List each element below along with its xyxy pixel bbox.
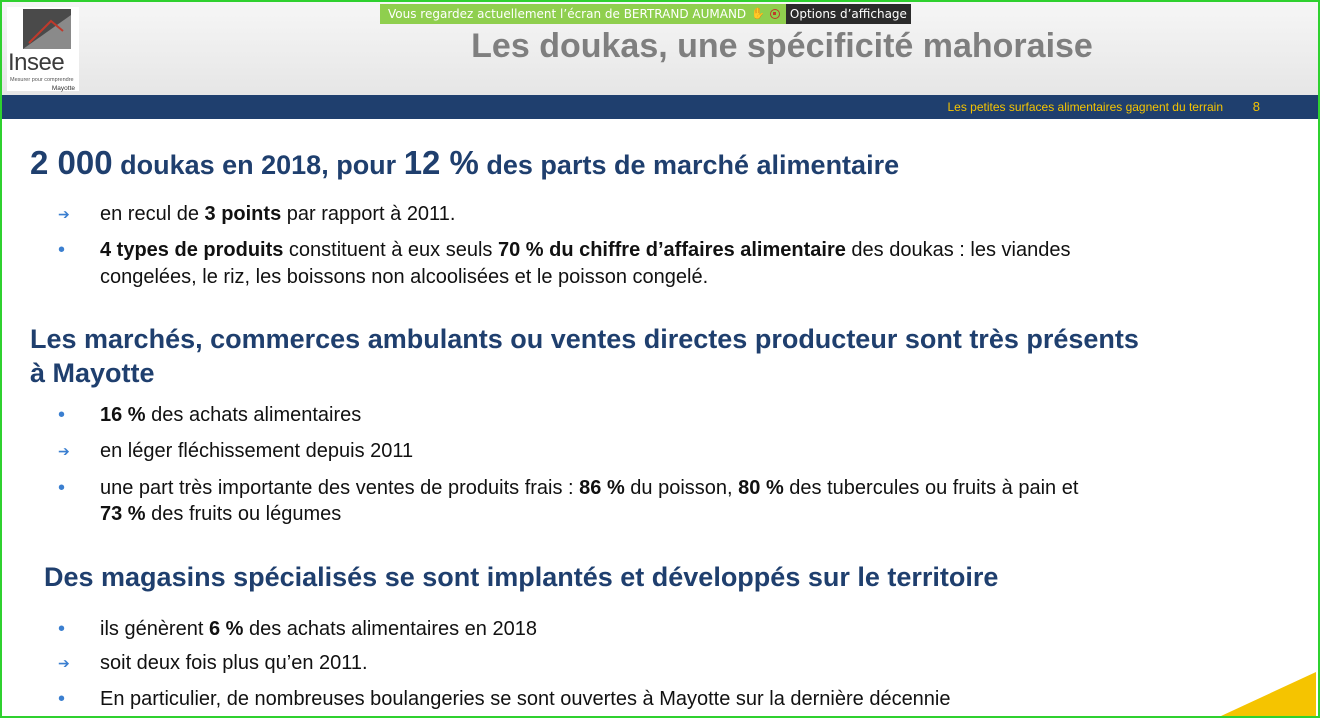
bullet-continuation: 73 % des fruits ou légumes	[100, 501, 1270, 528]
page-number: 8	[1252, 99, 1260, 114]
section-heading-marches: Les marchés, commerces ambulants ou vent…	[30, 324, 1139, 354]
heading-number: 12 %	[403, 144, 479, 181]
bullet-text: ils génèrent	[100, 618, 209, 640]
dot-bullet-icon: •	[58, 688, 66, 710]
bullet-emphasis: 80 %	[738, 477, 784, 499]
section-heading-marches-line2: à Mayotte	[30, 358, 155, 388]
bullet-emphasis: 73 %	[100, 503, 146, 525]
bullet-item: une part très importante des ventes de p…	[100, 475, 1270, 502]
bullet-emphasis: 16 %	[100, 404, 146, 426]
bullet-emphasis: 4 types de produits	[100, 239, 284, 261]
bullet-text: en recul de	[100, 203, 205, 225]
logo-tagline: Mesurer pour comprendre	[10, 77, 74, 83]
bullet-continuation: congelées, le riz, les boissons non alco…	[100, 266, 709, 288]
dot-bullet-icon: •	[58, 477, 66, 499]
bullet-item: en recul de 3 points par rapport à 2011.	[100, 201, 1270, 228]
screen-share-banner: Vous regardez actuellement l’écran de BE…	[380, 4, 911, 24]
bullet-text: des doukas : les viandes	[845, 239, 1071, 261]
slide-subtitle: Les petites surfaces alimentaires gagnen…	[947, 100, 1224, 114]
stop-sharing-icon[interactable]	[769, 9, 780, 19]
subtitle-band: Les petites surfaces alimentaires gagnen…	[2, 95, 1318, 119]
dot-bullet-icon: •	[58, 618, 66, 640]
bullet-text: des achats alimentaires	[145, 404, 362, 426]
bullet-emphasis: 70 % du chiffre d’affaires alimentaire	[497, 239, 846, 261]
bullet-item: 4 types de produits constituent à eux se…	[100, 237, 1270, 264]
bullet-text: constituent à eux seuls	[283, 239, 498, 261]
bullet-emphasis: 6 %	[208, 618, 244, 640]
insee-logo: Insee Mesurer pour comprendre Mayotte	[7, 7, 79, 92]
slide-title: Les doukas, une spécificité mahoraise	[471, 27, 1093, 65]
bullet-item: 16 % des achats alimentaires	[100, 402, 1270, 429]
bullet-item: en léger fléchissement depuis 2011	[100, 440, 414, 462]
dot-bullet-icon: •	[58, 404, 66, 426]
bullet-emphasis: 3 points	[204, 203, 282, 225]
heading-number: 2 000	[30, 144, 113, 181]
bullet-item: En particulier, de nombreuses boulangeri…	[100, 688, 951, 710]
screen-share-text: Vous regardez actuellement l’écran de BE…	[388, 7, 747, 21]
logo-region: Mayotte	[51, 85, 75, 92]
bullet-text: des fruits ou légumes	[145, 503, 342, 525]
heading-text: des parts de marché alimentaire	[478, 150, 900, 180]
logo-name: Insee	[8, 49, 65, 76]
bullet-text: une part très importante des ventes de p…	[100, 477, 580, 499]
bullet-emphasis: 86 %	[579, 477, 625, 499]
bullet-text: par rapport à 2011.	[281, 203, 456, 225]
bullet-item: ils génèrent 6 % des achats alimentaires…	[100, 616, 1270, 643]
bullet-text: des tubercules ou fruits à pain et	[783, 477, 1079, 499]
section-heading-doukas: 2 000 doukas en 2018, pour 12 % des part…	[30, 146, 899, 182]
screen-share-message: Vous regardez actuellement l’écran de BE…	[380, 4, 786, 24]
bullet-item: soit deux fois plus qu’en 2011.	[100, 652, 368, 674]
section-heading-magasins: Des magasins spécialisés se sont implant…	[44, 562, 999, 592]
heading-text: doukas en 2018, pour	[112, 150, 404, 180]
insee-emblem-icon	[23, 9, 71, 49]
corner-decoration	[1221, 672, 1316, 716]
view-options-button[interactable]: Options d’affichage	[785, 4, 911, 24]
arrow-bullet-icon: ➔	[58, 443, 70, 459]
presenter-icon: ✋	[751, 7, 765, 20]
bullet-text: du poisson,	[624, 477, 739, 499]
bullet-text: des achats alimentaires en 2018	[243, 618, 537, 640]
arrow-bullet-icon: ➔	[58, 206, 70, 222]
arrow-bullet-icon: ➔	[58, 655, 70, 671]
dot-bullet-icon: •	[58, 239, 66, 261]
